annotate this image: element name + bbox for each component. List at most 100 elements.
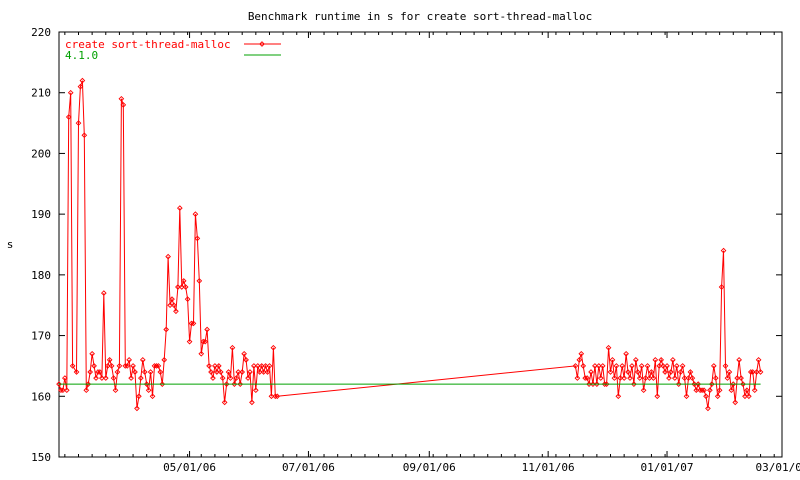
data-point xyxy=(247,369,253,375)
data-point xyxy=(227,375,234,381)
data-point xyxy=(677,369,684,375)
x-axis-ticks: 05/01/06 07/01/06 09/01/06 11/01/06 01/01/07… xyxy=(64,32,800,474)
data-point xyxy=(627,375,633,381)
data-point xyxy=(621,375,627,381)
data-point xyxy=(631,381,637,387)
data-point xyxy=(695,381,702,387)
data-point xyxy=(693,387,700,394)
data-point xyxy=(670,357,676,363)
data-point xyxy=(237,381,244,387)
data-point xyxy=(574,375,581,381)
data-point xyxy=(217,369,224,375)
legend-marker xyxy=(259,41,265,47)
data-point xyxy=(108,363,115,369)
data-point xyxy=(221,399,228,406)
data-point xyxy=(214,369,220,375)
data-point xyxy=(671,375,678,381)
data-point xyxy=(714,393,721,400)
data-point xyxy=(644,363,651,369)
x-tick-label: 07/01/06 xyxy=(282,461,335,474)
data-point xyxy=(634,369,641,375)
data-point xyxy=(65,114,72,120)
data-point xyxy=(679,363,686,369)
data-point xyxy=(106,357,113,363)
data-point xyxy=(701,387,707,394)
data-point xyxy=(264,369,271,375)
data-point xyxy=(603,381,610,387)
data-point xyxy=(744,387,750,394)
y-tick-label: 200 xyxy=(31,147,51,160)
data-point xyxy=(252,387,259,394)
data-point xyxy=(95,369,101,375)
data-point xyxy=(208,369,214,375)
data-point xyxy=(167,302,173,309)
data-point xyxy=(617,375,624,381)
data-point xyxy=(755,357,762,363)
data-point xyxy=(629,363,635,369)
data-point xyxy=(590,381,596,387)
data-point xyxy=(180,278,187,284)
y-tick-label: 180 xyxy=(31,269,51,282)
data-point xyxy=(200,338,207,345)
data-point xyxy=(751,387,758,394)
data-point xyxy=(256,369,263,375)
data-point xyxy=(182,284,189,290)
data-point xyxy=(93,375,99,381)
data-point xyxy=(58,387,64,394)
data-point xyxy=(710,363,717,369)
data-point xyxy=(730,381,737,387)
data-point xyxy=(219,375,226,381)
y-tick-label: 190 xyxy=(31,208,51,221)
data-point xyxy=(584,375,590,381)
data-point xyxy=(650,375,657,381)
data-point xyxy=(114,369,121,375)
data-point xyxy=(660,363,666,369)
data-point xyxy=(582,375,589,381)
data-point xyxy=(67,89,74,96)
legend-label-0: create sort-thread-malloc xyxy=(65,38,231,51)
data-point xyxy=(178,284,185,290)
data-point xyxy=(212,363,218,369)
data-point xyxy=(675,381,682,387)
data-point xyxy=(229,344,236,351)
data-point xyxy=(153,363,160,369)
data-point xyxy=(572,363,579,369)
data-point xyxy=(196,278,203,284)
data-point xyxy=(580,363,587,369)
data-point xyxy=(757,369,764,375)
data-point xyxy=(118,95,125,102)
data-point xyxy=(202,338,208,345)
data-point xyxy=(169,296,175,302)
legend-label-1: 4.1.0 xyxy=(65,49,98,62)
data-point xyxy=(599,363,606,369)
data-point xyxy=(666,375,672,381)
data-point xyxy=(597,375,604,381)
data-point xyxy=(198,350,205,357)
data-point xyxy=(132,369,138,375)
data-point xyxy=(732,399,739,406)
data-point xyxy=(707,387,713,394)
data-point xyxy=(262,363,269,369)
data-point xyxy=(243,357,249,363)
data-point xyxy=(231,381,238,387)
data-point xyxy=(223,381,230,387)
series-line-0 xyxy=(58,80,762,409)
x-tick-label: 05/01/06 xyxy=(163,461,216,474)
data-point xyxy=(268,393,275,400)
data-point xyxy=(175,284,181,290)
data-point xyxy=(56,381,62,387)
data-point xyxy=(204,326,210,333)
data-point xyxy=(642,375,649,381)
data-point xyxy=(233,375,240,381)
data-point xyxy=(592,363,598,369)
data-point xyxy=(697,387,703,394)
data-point xyxy=(685,375,692,381)
data-point xyxy=(100,290,107,296)
data-point xyxy=(605,344,612,351)
data-point xyxy=(625,369,631,375)
data-point xyxy=(640,387,647,394)
data-point xyxy=(747,369,754,375)
chart-title: Benchmark runtime in s for create sort-t… xyxy=(248,10,592,23)
data-point xyxy=(77,83,84,90)
